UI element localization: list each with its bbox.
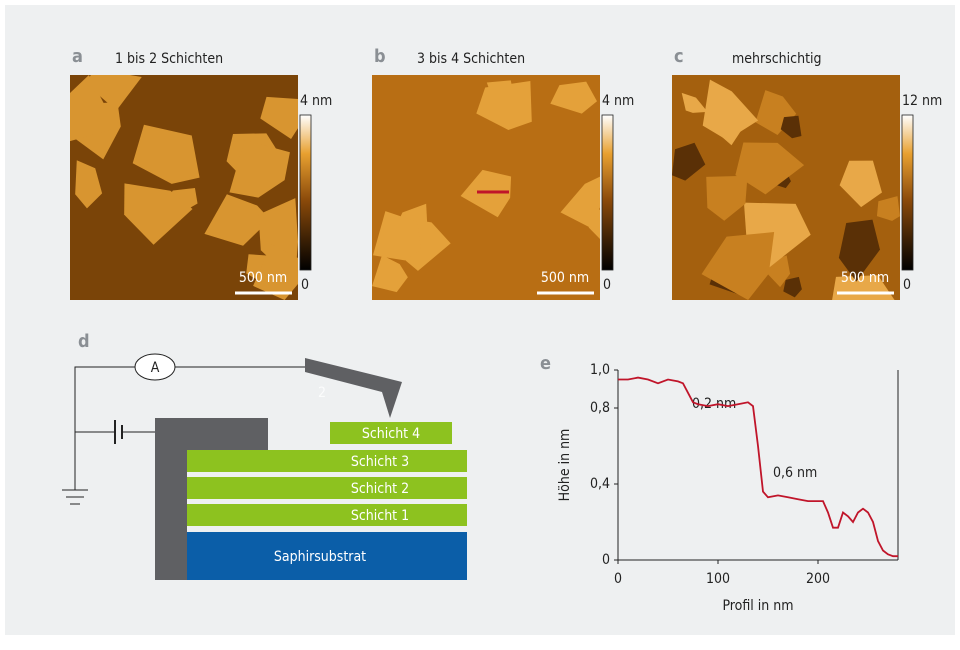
- colorbar-max: 4 nm: [602, 93, 634, 109]
- substrate-label: Saphirsubstrat: [274, 549, 366, 565]
- y-tick-label: 0: [602, 552, 610, 568]
- y-tick-label: 1,0: [590, 362, 610, 378]
- scale-bar-label: 500 nm: [239, 270, 287, 286]
- layer: [187, 477, 467, 499]
- panel-label: d: [78, 331, 90, 352]
- figure: a 1 bis 2 Schichten 500 nm 4 nm 0 b 3 bis 4 Sc…: [0, 0, 960, 646]
- panel-label: c: [674, 46, 684, 67]
- x-axis-title: Profil in nm: [722, 598, 793, 614]
- afm-panels: a 1 bis 2 Schichten 500 nm 4 nm 0 b 3 bis 4 Sc…: [70, 46, 942, 300]
- scale-bar-label: 500 nm: [541, 270, 589, 286]
- colorbar: [300, 115, 311, 270]
- panel-label: e: [540, 353, 551, 374]
- x-tick-label: 200: [806, 571, 830, 587]
- layer: [187, 450, 467, 472]
- x-tick-label: 0: [614, 571, 622, 587]
- y-tick-label: 0,4: [590, 476, 610, 492]
- x-tick-label: 100: [706, 571, 730, 587]
- colorbar-min: 0: [603, 277, 611, 293]
- layer-label: Schicht 4: [362, 426, 420, 442]
- colorbar-min: 0: [903, 277, 911, 293]
- y-tick-label: 0,8: [590, 400, 610, 416]
- colorbar: [602, 115, 613, 270]
- colorbar-min: 0: [301, 277, 309, 293]
- colorbar-max: 4 nm: [300, 93, 332, 109]
- layer: [187, 504, 467, 526]
- colorbar-max: 12 nm: [902, 93, 942, 109]
- layer-label: Schicht 1: [351, 508, 409, 524]
- scale-bar-label: 500 nm: [841, 270, 889, 286]
- tip-label: 2: [318, 385, 326, 401]
- panel-title: mehrschichtig: [732, 51, 822, 67]
- layer-label: Schicht 2: [351, 481, 409, 497]
- panel-label: b: [374, 46, 386, 67]
- panel-title: 3 bis 4 Schichten: [417, 51, 525, 67]
- panel-label: a: [72, 46, 83, 67]
- panel-title: 1 bis 2 Schichten: [115, 51, 223, 67]
- ammeter-label: A: [151, 360, 160, 376]
- colorbar: [902, 115, 913, 270]
- annotation: 0,6 nm: [773, 465, 817, 481]
- y-axis-title: Höhe in nm: [557, 429, 573, 502]
- layer-label: Schicht 3: [351, 454, 409, 470]
